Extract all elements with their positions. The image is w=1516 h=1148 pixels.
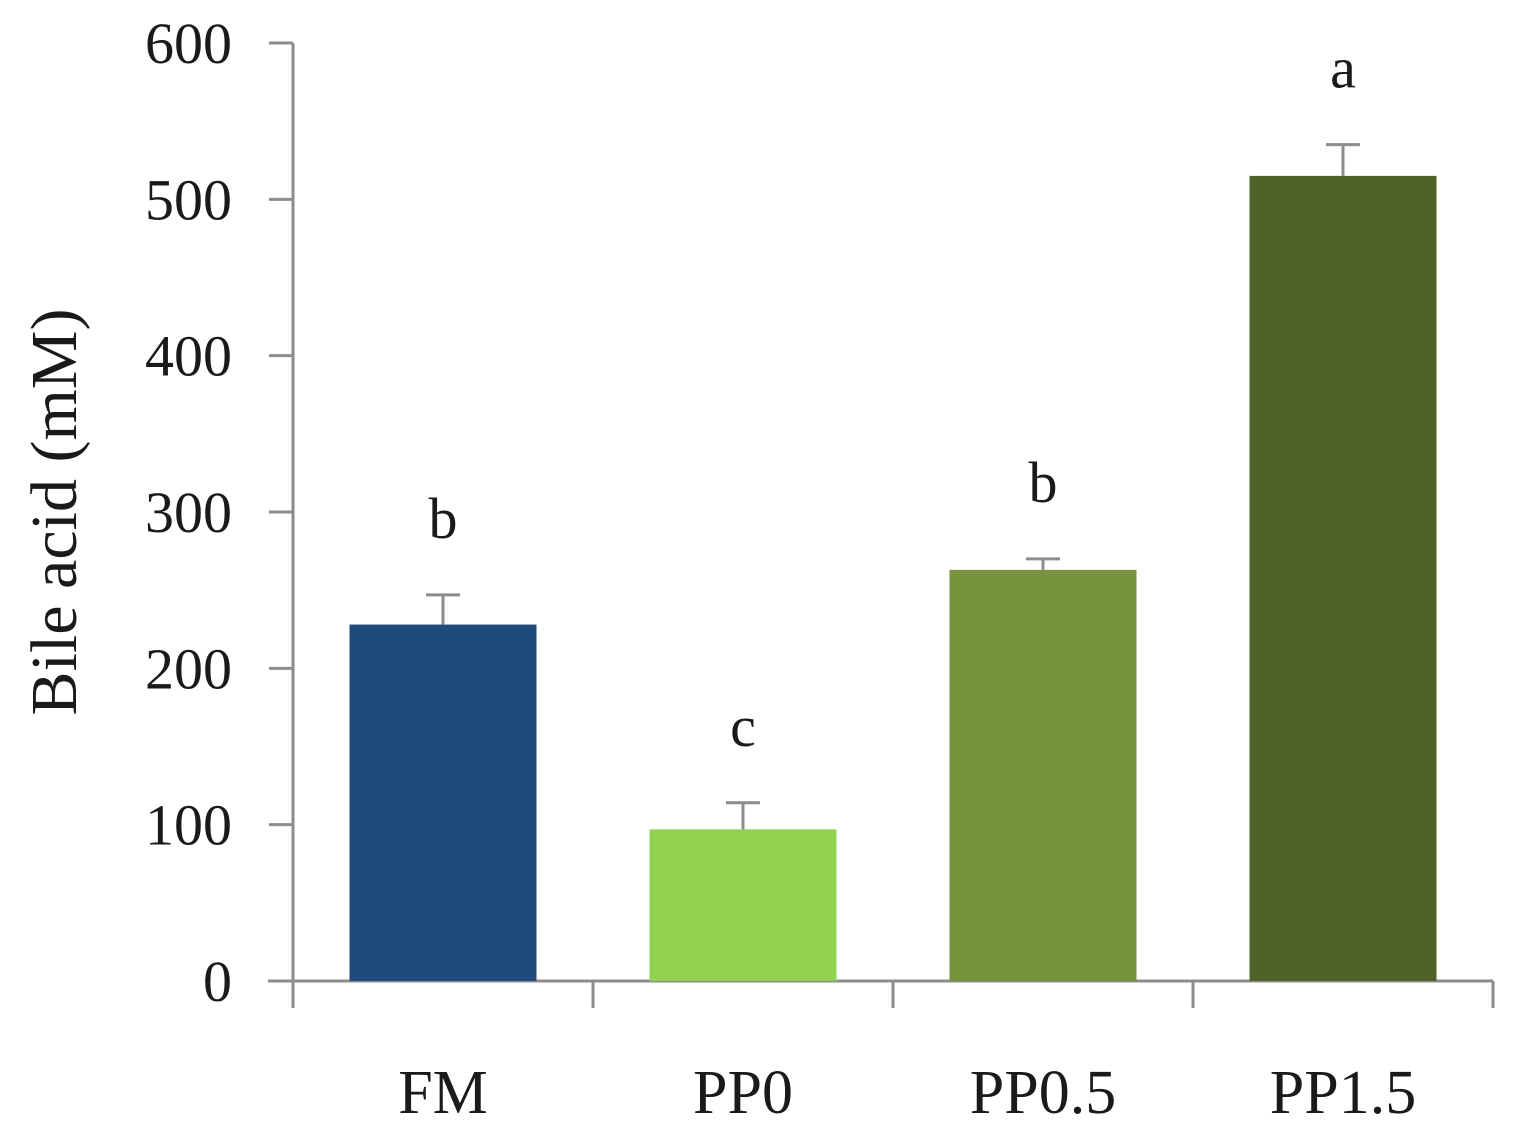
y-tick-label: 100 bbox=[145, 793, 232, 858]
error-bars-group bbox=[426, 143, 1360, 830]
bar-fm bbox=[349, 624, 537, 981]
y-tick-label: 600 bbox=[145, 11, 232, 76]
y-tick-label: 500 bbox=[145, 167, 232, 232]
x-category-label: PP0 bbox=[693, 1059, 793, 1127]
bar-pp0 bbox=[649, 829, 837, 981]
y-axis-title: Bile acid (mM) bbox=[18, 309, 91, 716]
y-tick-label: 300 bbox=[145, 480, 232, 545]
bar-pp0-5 bbox=[949, 569, 1137, 981]
y-tick-label: 400 bbox=[145, 324, 232, 389]
bar-pp1-5 bbox=[1249, 175, 1437, 982]
x-category-label: PP1.5 bbox=[1270, 1059, 1416, 1127]
bars-group bbox=[349, 175, 1437, 982]
significance-label: a bbox=[1330, 36, 1356, 101]
significance-label: b bbox=[1029, 450, 1058, 515]
significance-labels-group: b c b a bbox=[429, 36, 1356, 759]
significance-label: b bbox=[429, 486, 458, 551]
x-axis: FM PP0 PP0.5 PP1.5 bbox=[268, 979, 1495, 1127]
x-category-label: FM bbox=[398, 1059, 488, 1127]
y-axis: 0 100 200 300 400 500 600 bbox=[145, 11, 295, 1014]
y-tick-label: 200 bbox=[145, 636, 232, 701]
significance-label: c bbox=[730, 694, 756, 759]
x-category-label: PP0.5 bbox=[970, 1059, 1116, 1127]
y-tick-label: 0 bbox=[203, 949, 232, 1014]
